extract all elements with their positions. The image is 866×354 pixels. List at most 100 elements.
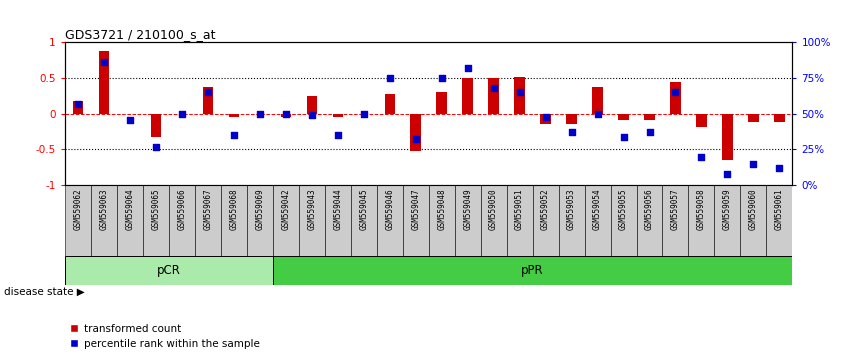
- Bar: [507, 185, 533, 256]
- Bar: [99, 51, 109, 114]
- Bar: [385, 94, 395, 114]
- Text: GSM559066: GSM559066: [178, 189, 186, 230]
- Point: [565, 130, 578, 135]
- Point: [201, 90, 215, 95]
- Point: [617, 134, 630, 139]
- Text: GDS3721 / 210100_s_at: GDS3721 / 210100_s_at: [65, 28, 216, 41]
- Text: GSM559050: GSM559050: [489, 189, 498, 230]
- Point: [409, 137, 423, 142]
- Text: pPR: pPR: [521, 264, 544, 277]
- Point: [487, 85, 501, 91]
- Bar: [429, 185, 455, 256]
- Text: GSM559055: GSM559055: [619, 189, 628, 230]
- Bar: [273, 256, 792, 285]
- Bar: [151, 114, 161, 137]
- Bar: [65, 185, 91, 256]
- Bar: [143, 185, 169, 256]
- Bar: [766, 185, 792, 256]
- Bar: [740, 185, 766, 256]
- Text: pCR: pCR: [157, 264, 181, 277]
- Text: GSM559064: GSM559064: [126, 189, 134, 230]
- Text: GSM559048: GSM559048: [437, 189, 446, 230]
- Text: GSM559051: GSM559051: [515, 189, 524, 230]
- Point: [331, 132, 345, 138]
- Bar: [281, 114, 291, 118]
- Text: GSM559053: GSM559053: [567, 189, 576, 230]
- Text: GSM559046: GSM559046: [385, 189, 394, 230]
- Bar: [488, 78, 499, 114]
- Text: GSM559045: GSM559045: [359, 189, 368, 230]
- Text: GSM559058: GSM559058: [697, 189, 706, 230]
- Bar: [696, 114, 707, 127]
- Bar: [403, 185, 429, 256]
- Point: [305, 113, 319, 118]
- Text: GSM559042: GSM559042: [281, 189, 290, 230]
- Bar: [195, 185, 221, 256]
- Bar: [307, 96, 317, 114]
- Text: GSM559063: GSM559063: [100, 189, 108, 230]
- Bar: [377, 185, 403, 256]
- Text: GSM559043: GSM559043: [307, 189, 316, 230]
- Text: GSM559054: GSM559054: [593, 189, 602, 230]
- Text: GSM559061: GSM559061: [775, 189, 784, 230]
- Text: GSM559059: GSM559059: [723, 189, 732, 230]
- Bar: [91, 185, 117, 256]
- Text: GSM559047: GSM559047: [411, 189, 420, 230]
- Point: [175, 111, 189, 116]
- Point: [721, 171, 734, 177]
- Bar: [585, 185, 611, 256]
- Point: [279, 111, 293, 116]
- Bar: [748, 114, 759, 122]
- Bar: [333, 114, 343, 118]
- Point: [357, 111, 371, 116]
- Bar: [117, 185, 143, 256]
- Bar: [637, 185, 662, 256]
- Bar: [455, 185, 481, 256]
- Text: GSM559069: GSM559069: [255, 189, 264, 230]
- Bar: [73, 101, 83, 114]
- Point: [253, 111, 267, 116]
- Bar: [481, 185, 507, 256]
- Point: [772, 165, 786, 171]
- Bar: [618, 114, 629, 120]
- Text: GSM559068: GSM559068: [229, 189, 238, 230]
- Point: [643, 130, 656, 135]
- Bar: [566, 114, 577, 125]
- Bar: [65, 256, 273, 285]
- Bar: [774, 114, 785, 122]
- Point: [435, 75, 449, 81]
- Bar: [229, 114, 239, 118]
- Point: [695, 154, 708, 159]
- Text: disease state ▶: disease state ▶: [4, 287, 85, 297]
- Point: [227, 132, 241, 138]
- Bar: [221, 185, 247, 256]
- Bar: [514, 77, 525, 114]
- Bar: [688, 185, 714, 256]
- Text: GSM559062: GSM559062: [74, 189, 82, 230]
- Text: GSM559060: GSM559060: [749, 189, 758, 230]
- Point: [591, 111, 604, 116]
- Bar: [670, 82, 681, 114]
- Point: [71, 101, 85, 107]
- Bar: [436, 92, 447, 114]
- Bar: [169, 185, 195, 256]
- Bar: [533, 185, 559, 256]
- Legend: transformed count, percentile rank within the sample: transformed count, percentile rank withi…: [70, 324, 260, 349]
- Point: [97, 59, 111, 65]
- Bar: [540, 114, 551, 125]
- Bar: [325, 185, 351, 256]
- Bar: [559, 185, 585, 256]
- Point: [513, 90, 527, 95]
- Text: GSM559044: GSM559044: [333, 189, 342, 230]
- Bar: [714, 185, 740, 256]
- Text: GSM559057: GSM559057: [671, 189, 680, 230]
- Bar: [351, 185, 377, 256]
- Point: [383, 75, 397, 81]
- Text: GSM559056: GSM559056: [645, 189, 654, 230]
- Text: GSM559052: GSM559052: [541, 189, 550, 230]
- Point: [461, 65, 475, 71]
- Bar: [410, 114, 421, 151]
- Bar: [644, 114, 655, 120]
- Bar: [203, 87, 213, 114]
- Bar: [662, 185, 688, 256]
